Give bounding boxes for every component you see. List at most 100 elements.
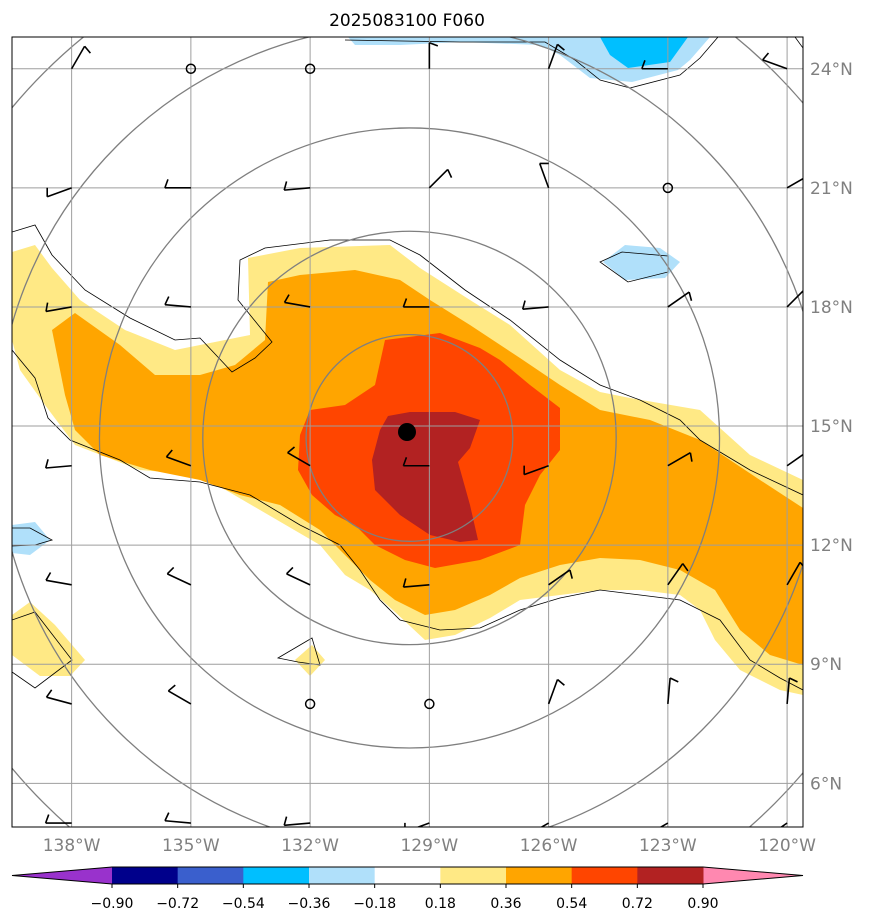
wind-barb-shaft (164, 819, 191, 824)
wind-barb (786, 289, 809, 308)
wind-barb-shaft (538, 163, 550, 189)
wind-barb-shaft (416, 822, 430, 827)
longitude-tick-labels: 138°W 135°W 132°W 129°W 126°W 123°W 120°W (43, 836, 816, 856)
colorbar-tick-label: 0.72 (622, 896, 653, 912)
wind-barb-flag (165, 449, 173, 458)
wind-barb-shaft (284, 301, 311, 308)
wind-barb (44, 814, 72, 824)
wind-barb (70, 45, 92, 70)
latitude-tick-label: 21°N (810, 179, 853, 199)
wind-barb-shaft (667, 677, 671, 705)
range-ring (202, 230, 617, 646)
wind-barb (428, 42, 439, 69)
colorbar-segment (571, 867, 638, 884)
wind-barb (164, 179, 191, 189)
wind-barb-shaft (167, 690, 192, 705)
wind-barb-shaft (786, 453, 803, 467)
wind-barb (44, 459, 72, 469)
wind-barb-shaft (667, 291, 690, 308)
wind-barb-flag (287, 446, 296, 454)
wind-barb (285, 566, 311, 586)
wind-barb-shaft (548, 569, 571, 586)
wind-barb (547, 43, 565, 70)
wind-barb (166, 566, 192, 586)
wind-barb-flag (167, 684, 176, 692)
longitude-tick-label: 132°W (281, 836, 339, 856)
wind-barb (667, 291, 693, 308)
figure-title: 2025083100 F060 (329, 11, 485, 31)
wind-barb-flag (429, 42, 439, 47)
field-band-neg-0.18 (12, 522, 50, 555)
wind-barb-flag (556, 678, 565, 686)
latitude-tick-label: 18°N (810, 298, 853, 318)
wind-barb-shaft (45, 579, 72, 586)
zero-contour (276, 637, 321, 666)
colorbar-tick-label: −0.54 (222, 896, 265, 912)
wind-barb (45, 302, 72, 313)
wind-barb-shaft (786, 177, 803, 189)
wind-barb-flag (164, 179, 169, 189)
zero-contours (12, 37, 803, 691)
zero-contour (344, 37, 719, 89)
wind-barb (167, 684, 192, 705)
latitude-tick-label: 15°N (810, 417, 853, 437)
wind-barb (45, 572, 72, 586)
wind-barb-shaft (659, 822, 669, 827)
wind-barb (283, 181, 311, 191)
colorbar-extend-low (12, 867, 112, 884)
wind-barb (786, 677, 798, 705)
shaded-field (12, 37, 803, 695)
longitude-tick-label: 123°W (639, 836, 697, 856)
longitude-tick-label: 135°W (162, 836, 220, 856)
wind-barb-flag (556, 43, 565, 51)
wind-barb-flag (402, 578, 407, 588)
wind-barb (786, 177, 803, 189)
wind-barb-shaft (286, 573, 311, 586)
colorbar-tick-label: 0.36 (490, 896, 521, 912)
wind-barb (283, 816, 311, 827)
field-band-0.72 (372, 412, 480, 542)
wind-barb-shaft (45, 306, 72, 313)
wind-barb-flag (285, 566, 294, 575)
wind-barb-flag (669, 677, 679, 683)
wind-barb-shaft (667, 563, 684, 586)
wind-barb (46, 187, 72, 198)
wind-barb-shaft (46, 187, 72, 198)
wind-barb (780, 822, 788, 827)
wind-barb-flag (283, 816, 288, 826)
colorbar-segment (440, 867, 507, 884)
colorbar: −0.90 −0.72 −0.54 −0.36 −0.18 0.18 0.36 0.54 0.7… (11, 866, 804, 912)
wind-barb (548, 569, 574, 586)
wind-barb (525, 822, 550, 836)
wind-barb-shaft (46, 696, 72, 705)
wind-barb-flag (641, 60, 646, 70)
wind-barb-shaft (166, 456, 192, 467)
wind-barb-flag (682, 563, 689, 572)
wind-barb (164, 296, 191, 308)
wind-barb-shaft (428, 168, 449, 189)
wind-barb (667, 563, 689, 586)
calm-wind-marker (424, 698, 435, 710)
wind-barb (165, 449, 192, 467)
wind-barb-shaft (523, 464, 549, 476)
wind-barb-flag (164, 296, 170, 306)
wind-barb-shaft (786, 561, 801, 586)
wind-barb-flag (402, 457, 408, 467)
colorbar-segment (309, 867, 376, 884)
wind-barb-flag (525, 827, 527, 836)
zero-contour (794, 37, 803, 49)
wind-barb-flag (164, 812, 170, 822)
wind-barb-flag (805, 289, 809, 297)
range-ring (98, 127, 721, 749)
colorbar-tick-label: 0.18 (425, 896, 456, 912)
wind-barb-shaft (667, 452, 691, 467)
wind-barb-flag (402, 298, 408, 308)
latitude-tick-label: 24°N (810, 60, 853, 80)
wind-barb-shaft (547, 44, 559, 70)
wind-barb (644, 822, 669, 836)
wind-barb-flag (689, 452, 693, 462)
wind-barb (641, 60, 668, 70)
wind-barb-flag (644, 827, 646, 836)
